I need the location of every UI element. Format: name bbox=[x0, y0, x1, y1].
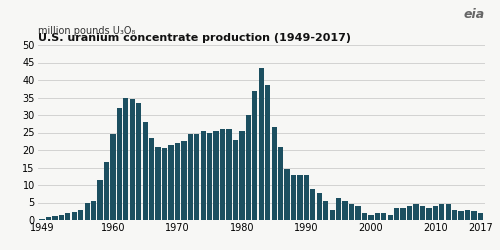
Bar bbox=[439, 204, 444, 220]
Bar bbox=[323, 201, 328, 220]
Bar bbox=[91, 201, 96, 220]
Bar bbox=[458, 211, 464, 220]
Bar bbox=[130, 99, 135, 220]
Bar bbox=[84, 202, 90, 220]
Bar bbox=[194, 134, 200, 220]
Bar bbox=[265, 85, 270, 220]
Bar bbox=[65, 213, 70, 220]
Bar bbox=[240, 131, 244, 220]
Bar bbox=[142, 122, 148, 220]
Bar bbox=[46, 217, 51, 220]
Bar bbox=[291, 174, 296, 220]
Bar bbox=[400, 208, 406, 220]
Bar bbox=[168, 145, 173, 220]
Bar bbox=[316, 193, 322, 220]
Bar bbox=[72, 212, 77, 220]
Bar bbox=[349, 204, 354, 220]
Bar bbox=[123, 98, 128, 220]
Bar bbox=[258, 68, 264, 220]
Bar bbox=[278, 146, 283, 220]
Bar bbox=[207, 132, 212, 220]
Bar bbox=[78, 210, 84, 220]
Bar bbox=[58, 215, 64, 220]
Bar bbox=[136, 103, 141, 220]
Bar bbox=[200, 131, 206, 220]
Bar bbox=[426, 208, 432, 220]
Bar bbox=[478, 213, 483, 220]
Bar bbox=[226, 129, 232, 220]
Bar bbox=[420, 206, 425, 220]
Bar bbox=[336, 198, 342, 220]
Bar bbox=[381, 213, 386, 220]
Text: U.S. uranium concentrate production (1949-2017): U.S. uranium concentrate production (194… bbox=[38, 33, 350, 43]
Bar bbox=[252, 90, 258, 220]
Text: eia: eia bbox=[464, 8, 485, 20]
Bar bbox=[407, 206, 412, 220]
Bar bbox=[432, 206, 438, 220]
Bar bbox=[188, 134, 193, 220]
Bar bbox=[374, 213, 380, 220]
Bar bbox=[220, 129, 225, 220]
Bar bbox=[214, 131, 219, 220]
Bar bbox=[98, 180, 102, 220]
Bar bbox=[104, 162, 109, 220]
Bar bbox=[233, 140, 238, 220]
Bar bbox=[284, 169, 290, 220]
Bar bbox=[330, 210, 335, 220]
Bar bbox=[362, 213, 367, 220]
Bar bbox=[368, 215, 374, 220]
Bar bbox=[272, 127, 277, 220]
Bar bbox=[342, 201, 347, 220]
Bar bbox=[40, 218, 44, 220]
Bar bbox=[472, 211, 476, 220]
Bar bbox=[246, 115, 251, 220]
Bar bbox=[162, 148, 167, 220]
Bar bbox=[149, 138, 154, 220]
Text: million pounds U₃O₈: million pounds U₃O₈ bbox=[38, 26, 135, 36]
Bar bbox=[116, 108, 122, 220]
Bar bbox=[452, 210, 458, 220]
Bar bbox=[110, 134, 116, 220]
Bar bbox=[394, 208, 400, 220]
Bar bbox=[446, 204, 451, 220]
Bar bbox=[156, 146, 160, 220]
Bar bbox=[356, 206, 360, 220]
Bar bbox=[304, 174, 309, 220]
Bar bbox=[52, 216, 58, 220]
Bar bbox=[310, 188, 316, 220]
Bar bbox=[181, 141, 186, 220]
Bar bbox=[175, 143, 180, 220]
Bar bbox=[298, 174, 302, 220]
Bar bbox=[465, 210, 470, 220]
Bar bbox=[388, 215, 393, 220]
Bar bbox=[414, 204, 418, 220]
